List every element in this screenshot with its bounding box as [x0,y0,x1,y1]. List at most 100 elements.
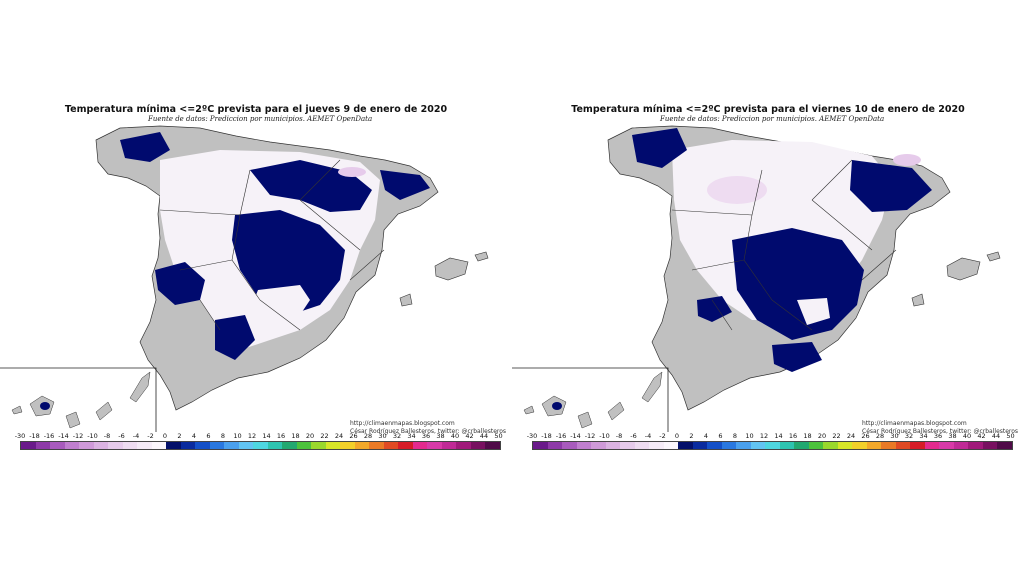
colorbar-swatch [340,442,355,449]
colorbar-tick-label: 4 [191,432,197,440]
colorbar-tick-label: 32 [392,432,402,440]
colorbar-swatch [591,442,606,449]
map-title: Temperatura mínima <=2ºC prevista para e… [571,104,965,115]
map-source: Fuente de datos: Prediccion por municipi… [148,115,373,123]
colorbar-tick-label: 40 [450,432,460,440]
colorbar-swatch [794,442,809,449]
colorbar-swatch [224,442,239,449]
colorbar-swatch [35,442,50,449]
colorbar-swatch [678,442,693,449]
colorbar-tick-label: 30 [890,432,899,440]
colorbar-tick-label: -10 [87,432,98,440]
canary-islands [11,371,151,429]
colorbar-tick-label: 34 [407,432,416,440]
colorbar-tick-label: -30 [14,432,26,440]
colorbar-tick-label: 16 [788,432,798,440]
colorbar-tick-label: -6 [118,432,125,440]
colorbar-tick-label: -8 [615,432,623,440]
colorbar-tick-label: 18 [803,432,812,440]
colorbar-tick-label: 34 [919,432,928,440]
colorbar-swatch [79,442,94,449]
colorbar-tick-label: 36 [933,432,943,440]
colorbar-swatch [634,442,649,449]
colorbar-tick-label: 10 [233,432,242,440]
colorbar-swatch [707,442,722,449]
colorbar-tick-label: -2 [659,432,666,440]
colorbar-swatch [325,442,340,449]
colorbar-swatch [721,442,736,449]
frost-zone [215,315,255,360]
colorbar-tick-label: 30 [378,432,387,440]
colorbar-swatch [311,442,326,449]
frost-zone [155,262,205,305]
colorbar-tick-label: 24 [334,432,344,440]
colorbar-swatch [910,442,925,449]
colorbar-tick-label: 40 [962,432,972,440]
colorbar-tick-label: 20 [305,432,315,440]
colorbar-tick-label: -12 [584,432,596,440]
colorbar-swatch [924,442,939,449]
frost-zone [380,170,430,200]
colorbar-swatch [895,442,910,449]
colorbar-tick-label: 12 [247,432,257,440]
colorbar-tick-label: -30 [526,432,538,440]
colorbar-swatch [485,442,500,449]
colorbar-tick-label: -2 [147,432,154,440]
colorbar-tick-label: 24 [846,432,856,440]
colorbar-tick-label: -8 [103,432,111,440]
colorbar-tick-label: -18 [541,432,552,440]
map-title: Temperatura mínima <=2ºC prevista para e… [64,104,448,115]
credit-author: César Rodríguez Ballesteros, twitter: @c… [862,428,1019,435]
colorbar-tick-label: 50 [1006,432,1015,440]
colorbar-swatch [195,442,210,449]
colorbar-tick-label: 10 [745,432,754,440]
colorbar-swatch [736,442,751,449]
frost-zone [632,128,687,168]
colorbar-swatch [663,442,678,449]
colorbar-tick-label: -4 [644,432,652,440]
map-panel-left: Temperatura mínima <=2ºC prevista para e… [0,104,506,450]
frost-zone [732,228,864,340]
colorbar-swatch [620,442,635,449]
colorbar-tick-label: 22 [320,432,329,440]
colorbar-swatch [354,442,369,449]
colorbar-swatch [808,442,823,449]
colorbar-tick-label: 38 [948,432,957,440]
frost-zone [120,132,170,162]
colorbar-swatch [982,442,997,449]
colorbar-swatch [180,442,195,449]
colorbar-tick-label: 14 [262,432,271,440]
colorbar-swatch [953,442,968,449]
colorbar-swatch [238,442,253,449]
frost-zone [697,296,732,322]
colorbar-tick-label: 8 [220,432,226,440]
colorbar-tick-label: 50 [494,432,503,440]
colorbar-swatch [441,442,456,449]
colorbar-tick-label: 2 [689,432,694,440]
colorbar-swatch [282,442,297,449]
colorbar-swatch [209,442,224,449]
map-panel-right: Temperatura mínima <=2ºC prevista para e… [512,0,1024,576]
frost-zone [232,210,345,315]
colorbar-swatch [939,442,954,449]
colorbar-swatch [137,442,152,449]
colorbar-swatch [576,442,591,449]
colorbar-tick-label: 16 [276,432,286,440]
colorbar-tick-label: 26 [861,432,870,440]
colorbar-tick-label: 44 [991,432,1001,440]
colorbar-swatch [837,442,852,449]
colorbar-tick-label: 2 [177,432,182,440]
colorbar-swatch [427,442,442,449]
colorbar-tick-label: 28 [363,432,373,440]
colorbar [532,441,1013,450]
colorbar-tick-label: 12 [759,432,769,440]
colorbar-swatch [122,442,137,449]
colorbar-tick-label: 20 [817,432,827,440]
colorbar-tick-label: -10 [599,432,610,440]
colorbar-swatch [369,442,384,449]
colorbar-tick-label: 0 [674,432,680,440]
colorbar-tick-label: 38 [436,432,445,440]
colorbar-swatch [21,442,36,449]
colorbar-swatch [151,442,166,449]
spain-map [512,125,1001,432]
